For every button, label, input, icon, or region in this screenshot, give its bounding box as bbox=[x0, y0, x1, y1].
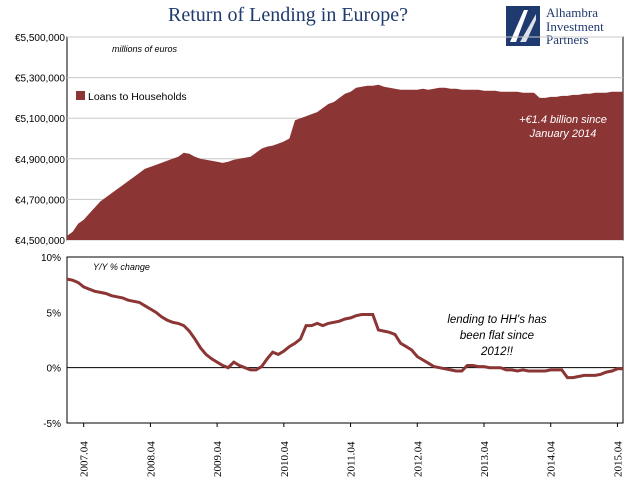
yoy-y-tick-label: 10% bbox=[41, 253, 61, 264]
logo-text: Alhambra Investment Partners bbox=[546, 6, 604, 47]
loans-unit-note: millions of euros bbox=[112, 44, 178, 54]
x-tick-label: 2008.04 bbox=[145, 441, 157, 477]
loans-y-tick-label: €4,500,000 bbox=[15, 236, 65, 247]
company-logo: Alhambra Investment Partners bbox=[506, 6, 636, 52]
loans-y-tick-label: €5,500,000 bbox=[15, 33, 65, 44]
x-tick-label: 2011.04 bbox=[346, 441, 358, 477]
x-tick-label: 2009.04 bbox=[212, 441, 224, 477]
logo-line-1: Alhambra bbox=[546, 5, 598, 20]
yoy-annotation-line-1: lending to HH's has bbox=[447, 314, 547, 326]
yoy-y-tick-label: 0% bbox=[47, 364, 62, 375]
loans-panel: €4,500,000 €4,700,000 €4,900,000 €5,100,000… bbox=[15, 33, 624, 247]
alhambra-logo-icon bbox=[506, 6, 540, 46]
x-axis: 2007.04 2008.04 2009.04 2010.04 2011.04 2012.… bbox=[79, 423, 624, 477]
loans-annotation-line-1: +€1.4 billion since bbox=[519, 114, 607, 126]
logo-line-2: Investment bbox=[546, 18, 604, 34]
legend-label: Loans to Households bbox=[88, 91, 187, 103]
yoy-annotation-line-3: 2012!! bbox=[480, 346, 514, 358]
x-tick-label: 2010.04 bbox=[279, 441, 291, 477]
yoy-y-tick-label: 5% bbox=[47, 308, 62, 319]
loans-y-axis: €4,500,000 €4,700,000 €4,900,000 €5,100,000… bbox=[15, 33, 65, 247]
loans-y-tick-label: €5,100,000 bbox=[15, 114, 65, 125]
yoy-line bbox=[66, 277, 623, 380]
yoy-y-axis: -5% 0% 5% 10% bbox=[41, 253, 61, 430]
loans-area bbox=[67, 84, 623, 240]
x-tick-label: 2012.04 bbox=[412, 441, 424, 477]
legend-swatch bbox=[76, 91, 85, 100]
x-tick-label: 2014.04 bbox=[546, 441, 558, 477]
loans-y-tick-label: €4,700,000 bbox=[15, 195, 65, 206]
loans-annotation-line-2: January 2014 bbox=[529, 128, 597, 140]
x-tick-label: 2007.04 bbox=[79, 441, 91, 477]
chart-title: Return of Lending in Europe? bbox=[168, 4, 408, 26]
yoy-y-tick-label: -5% bbox=[43, 419, 61, 430]
x-tick-label: 2013.04 bbox=[479, 441, 491, 477]
yoy-panel: -5%0%5%10% 2007.04 2008.04 2009.04 2010.04 2… bbox=[41, 253, 624, 477]
loans-y-tick-label: €4,900,000 bbox=[15, 155, 65, 166]
loans-y-tick-label: €5,300,000 bbox=[15, 74, 65, 85]
yoy-plot-frame bbox=[66, 256, 624, 424]
yoy-unit-note: Y/Y % change bbox=[93, 262, 150, 272]
yoy-annotation-line-2: been flat since bbox=[460, 330, 534, 342]
x-tick-label: 2015.04 bbox=[612, 441, 624, 477]
logo-line-3: Partners bbox=[546, 32, 589, 47]
